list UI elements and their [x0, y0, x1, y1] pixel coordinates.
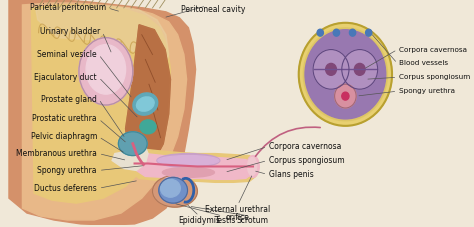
Text: Prostatic urethra: Prostatic urethra — [32, 114, 97, 123]
Ellipse shape — [157, 154, 220, 168]
Text: orifice: orifice — [226, 213, 250, 222]
Polygon shape — [137, 154, 251, 179]
Circle shape — [333, 29, 339, 36]
Ellipse shape — [246, 155, 259, 177]
Circle shape — [326, 63, 337, 75]
Circle shape — [317, 29, 323, 36]
Circle shape — [342, 92, 349, 100]
Ellipse shape — [137, 97, 154, 111]
Polygon shape — [9, 0, 196, 225]
Ellipse shape — [163, 168, 214, 177]
Text: Testis: Testis — [215, 216, 237, 225]
Text: Membranous urethra: Membranous urethra — [16, 149, 97, 158]
Text: Corpus spongiosum: Corpus spongiosum — [269, 156, 345, 165]
Circle shape — [349, 29, 356, 36]
Ellipse shape — [158, 155, 219, 165]
Ellipse shape — [153, 175, 197, 207]
Ellipse shape — [161, 179, 180, 197]
Circle shape — [335, 84, 356, 108]
Text: Spongy urethra: Spongy urethra — [37, 166, 97, 175]
Text: Ejaculatory duct: Ejaculatory duct — [34, 73, 97, 82]
Text: Spongy urethra: Spongy urethra — [399, 88, 455, 94]
Text: External urethral: External urethral — [205, 205, 270, 214]
Text: Prostate gland: Prostate gland — [41, 95, 97, 104]
Circle shape — [305, 30, 386, 119]
Ellipse shape — [140, 120, 156, 134]
Text: Urinary bladder: Urinary bladder — [40, 27, 100, 36]
Polygon shape — [133, 147, 255, 182]
Text: Parietal peritoneum: Parietal peritoneum — [30, 3, 106, 12]
Circle shape — [365, 29, 372, 36]
Circle shape — [355, 63, 365, 75]
Polygon shape — [36, 6, 169, 74]
Ellipse shape — [79, 38, 133, 105]
Text: Epididymis: Epididymis — [178, 216, 220, 225]
Text: Blood vessels: Blood vessels — [399, 60, 448, 67]
Polygon shape — [126, 25, 171, 173]
Circle shape — [342, 49, 378, 89]
Ellipse shape — [247, 158, 256, 175]
Text: Glans penis: Glans penis — [269, 170, 314, 179]
Text: Ductus deferens: Ductus deferens — [34, 184, 97, 193]
Circle shape — [313, 49, 349, 89]
Circle shape — [299, 23, 392, 126]
Ellipse shape — [159, 177, 188, 203]
Text: Corpora cavernosa: Corpora cavernosa — [399, 47, 467, 52]
Circle shape — [303, 28, 388, 121]
Ellipse shape — [86, 44, 126, 94]
Text: Peritoneal cavity: Peritoneal cavity — [182, 5, 246, 14]
Ellipse shape — [118, 132, 147, 155]
Ellipse shape — [133, 93, 158, 115]
Text: Corpus spongiosum: Corpus spongiosum — [399, 74, 471, 80]
Text: Corpora cavernosa: Corpora cavernosa — [269, 142, 341, 151]
Text: Scrotum: Scrotum — [237, 216, 269, 225]
Polygon shape — [22, 3, 187, 220]
Polygon shape — [126, 25, 171, 173]
Text: Pelvic diaphragm: Pelvic diaphragm — [30, 132, 97, 141]
Text: Seminal vesicle: Seminal vesicle — [37, 50, 97, 59]
Polygon shape — [112, 147, 148, 170]
Polygon shape — [31, 5, 171, 203]
FancyArrowPatch shape — [255, 127, 320, 156]
